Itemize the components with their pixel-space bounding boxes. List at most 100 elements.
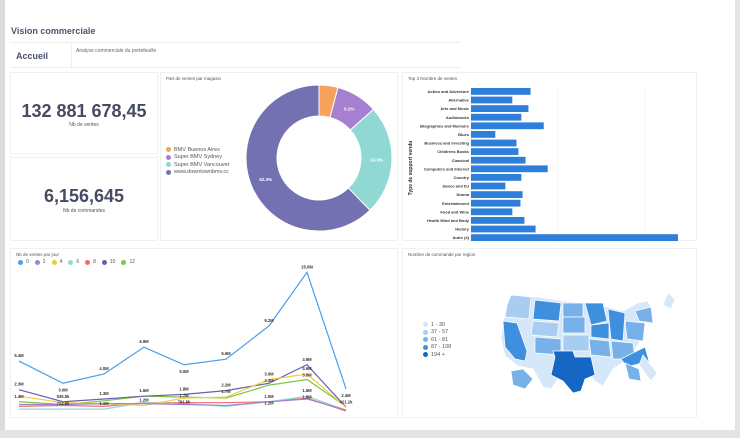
line-chart: 5.4M 2.3M 1.4M 3.0M 535.5k 714.5k 4.0M 1.3M 1.1M… [14, 264, 353, 412]
state-region [532, 299, 562, 322]
y-category-label: Autre (4) [453, 235, 470, 240]
data-label: 1.7M [179, 393, 189, 398]
legend-item[interactable]: 1 - 30 [423, 321, 451, 329]
data-label: 1.2M [139, 397, 149, 402]
data-label: 2.3M [14, 382, 24, 387]
bar [471, 105, 529, 112]
legend-item[interactable]: 194 + [423, 351, 451, 359]
bar [471, 174, 522, 181]
legend-item[interactable]: 61 - 81 [423, 336, 451, 344]
bar [471, 88, 531, 95]
data-label: 15.0M [301, 264, 313, 269]
tab-analyse[interactable]: Analyse commerciale du portefeuille [76, 48, 157, 54]
y-category-label: Health Mind and Body [427, 218, 470, 223]
state-region [638, 354, 658, 382]
y-category-label: Action and Adventure [428, 89, 470, 94]
y-category-label: Entertainment [442, 201, 470, 206]
data-label: 1.6M [302, 388, 312, 393]
data-label: 2.2M [221, 383, 231, 388]
data-label: 3.9M [302, 357, 312, 362]
legend-item[interactable]: 6 [68, 259, 79, 265]
y-category-label: Drama [457, 192, 470, 197]
legend-label: 2 [42, 259, 46, 265]
data-label: 2.4M [341, 393, 351, 398]
legend-swatch [423, 322, 428, 328]
state-region [584, 302, 608, 326]
legend-item[interactable]: Super BMV Sydney [166, 154, 230, 162]
legend-item[interactable]: 10 [101, 259, 116, 265]
legend-swatch [423, 329, 428, 335]
legend-swatch [34, 259, 40, 265]
state-region [590, 322, 610, 340]
line-panel: Nb de ventes par jour 0 2 4 6 8 10 12 5.4M 2.3M… [10, 248, 398, 418]
bar-chart: 0500,0001,000,000Action and AdventureAlt… [408, 86, 678, 242]
legend-label: www.downtownbmv.cc [174, 169, 229, 176]
map-title: Nombre de commande par region [408, 252, 476, 257]
y-category-label: Alternative [448, 98, 469, 103]
legend-label: 6 [76, 259, 80, 265]
legend-swatch [166, 162, 171, 168]
state-region [510, 368, 534, 390]
state-region [502, 320, 528, 362]
bar [471, 182, 506, 190]
tab-accueil[interactable]: Accueil [10, 43, 72, 68]
kpi-orders-value: 6,156,645 [43, 186, 125, 206]
series-line-4 [18, 373, 347, 408]
tab-bar: Accueil Analyse commerciale du portefeui… [10, 42, 460, 68]
series-line-8 [18, 397, 347, 412]
data-label: 1.6M [302, 395, 312, 400]
state-region [588, 338, 612, 358]
y-category-label: Biographies and Memoirs [420, 123, 470, 128]
bar [471, 156, 526, 164]
data-label: 2.3M [264, 378, 274, 383]
legend-label: 194 + [431, 351, 445, 358]
legend-item[interactable]: 87 - 108 [423, 344, 451, 352]
bar [471, 208, 513, 216]
data-label: 791.6k [178, 399, 191, 404]
y-category-label: Classical [452, 158, 469, 163]
data-label: 714.5k [57, 401, 70, 406]
data-label: 5.0M [179, 369, 189, 374]
legend-item[interactable]: 4 [51, 259, 63, 265]
data-label: 1.3M [99, 391, 109, 396]
y-category-label: History [455, 227, 470, 232]
state-region [624, 320, 646, 342]
legend-label: 8 [93, 259, 96, 265]
state-region [504, 294, 532, 320]
legend-item[interactable]: www.downtownbmv.cc [166, 169, 230, 177]
y-category-label: Arts and Music [440, 106, 469, 111]
page-title: Vision commerciale [11, 26, 96, 36]
y-category-label: Business and Investing [424, 141, 469, 146]
state-region [634, 306, 654, 324]
legend-item[interactable]: 2 [34, 259, 46, 265]
legend-item[interactable]: 0 [18, 259, 29, 265]
bar [471, 165, 548, 173]
legend-item[interactable]: Super BMV Vancouver [166, 161, 230, 169]
series-line-2 [19, 398, 347, 411]
donut-legend: BMV Buenos Aires Super BMV Sydney Super BM… [166, 146, 230, 176]
data-label: 421.1k [340, 399, 353, 404]
state-region [607, 308, 626, 342]
line-legend: 0 2 4 6 8 10 12 [18, 259, 141, 265]
slice-label: 9.2% [344, 107, 354, 112]
legend-label: 10 [109, 259, 116, 265]
data-label: 1.1M [99, 401, 109, 406]
bar [471, 131, 496, 138]
legend-swatch [101, 259, 107, 265]
legend-item[interactable]: 12 [121, 259, 135, 265]
y-category-label: Blues [458, 132, 470, 137]
legend-item[interactable]: BMV Buenos Aires [166, 146, 230, 154]
slice-label: 62.3% [259, 177, 272, 182]
bar [471, 191, 523, 198]
legend-item[interactable]: 37 - 57 [423, 329, 451, 337]
data-label: 6.9M [139, 339, 149, 344]
donut-chart: 9.2% 24.3% 62.3% [245, 84, 393, 232]
y-category-label: Audiobooks [446, 115, 470, 120]
bar [471, 199, 521, 207]
legend-item[interactable]: 8 [85, 259, 96, 265]
donut-title: Part de ventes par magasin [166, 76, 222, 81]
bar-panel: Top 3 Nombre de ventes 0500,0001,000,000… [402, 72, 697, 242]
us-map [500, 292, 676, 394]
legend-label: 4 [59, 259, 63, 265]
data-label: 3.6M [302, 373, 312, 378]
